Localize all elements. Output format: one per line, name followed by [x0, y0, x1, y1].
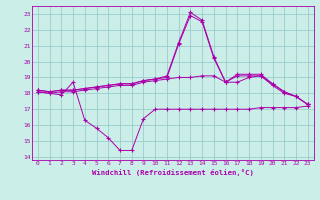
X-axis label: Windchill (Refroidissement éolien,°C): Windchill (Refroidissement éolien,°C): [92, 169, 254, 176]
